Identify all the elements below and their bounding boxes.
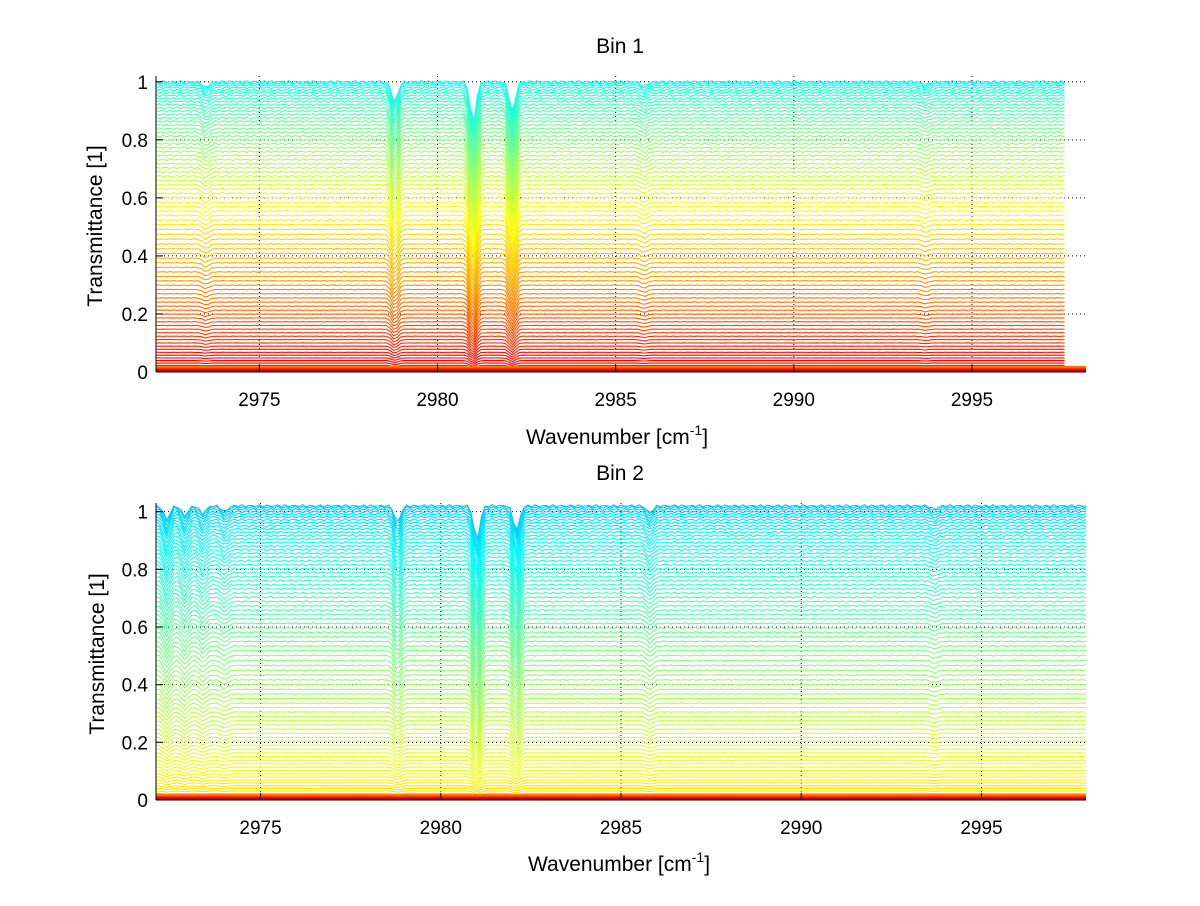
y-tick-label: 0.8 (122, 560, 148, 581)
series-line (156, 756, 1086, 767)
series-line (156, 760, 1086, 770)
series-line (156, 289, 1065, 312)
y-tick-label: 0.6 (122, 189, 148, 210)
x-tick-label: 2985 (595, 390, 637, 411)
series-line (156, 694, 1086, 718)
series-line (156, 698, 1086, 721)
subplot-bin-1: Bin 1 Transmittance [1] Wavenumber [cm-1… (84, 35, 1086, 449)
series-line (156, 703, 1086, 725)
y-tick-label: 0 (137, 363, 148, 384)
x-tick-label: 2995 (951, 390, 993, 411)
y-axis-title: Transmittance [1] (84, 145, 107, 306)
x-tick-label: 2995 (960, 818, 1002, 839)
series-line (156, 346, 1065, 354)
x-tick-label: 2985 (600, 818, 642, 839)
series-line (156, 298, 1065, 320)
series-group (156, 81, 1086, 372)
series-line (156, 336, 1065, 347)
x-tick-label: 2975 (239, 818, 281, 839)
y-tick-label: 0.4 (122, 676, 149, 697)
y-tick-label: 1 (137, 503, 148, 524)
series-line (156, 92, 1065, 134)
series-line (156, 343, 1065, 352)
y-tick-label: 1 (137, 73, 148, 94)
series-line (156, 87, 1065, 127)
y-axis-title: Transmittance [1] (86, 573, 109, 734)
x-axis-title: Wavenumber [cm-1] (528, 849, 710, 876)
series-line (156, 340, 1065, 350)
y-tick-label: 0 (137, 791, 148, 812)
x-tick-label: 2975 (238, 390, 280, 411)
series-line (156, 248, 1065, 279)
series-line (156, 100, 1065, 140)
y-tick-label: 0.2 (122, 733, 148, 754)
series-line (156, 293, 1065, 315)
y-tick-label: 0.2 (122, 305, 148, 326)
x-tick-label: 2990 (780, 818, 822, 839)
series-line (156, 147, 1065, 187)
y-tick-label: 0.6 (122, 618, 148, 639)
x-tick-label: 2980 (420, 818, 462, 839)
x-tick-label: 2980 (416, 390, 458, 411)
x-tick-label: 2990 (773, 390, 815, 411)
series-line (156, 131, 1065, 173)
y-tick-label: 0.8 (122, 131, 148, 152)
subplot-bin-2: Bin 2 Transmittance [1] Wavenumber [cm-1… (86, 462, 1086, 876)
y-tick-label: 0.4 (122, 247, 149, 268)
x-axis-title: Wavenumber [cm-1] (526, 422, 708, 449)
plot-title: Bin 2 (596, 462, 644, 485)
series-line (156, 689, 1086, 713)
series-line (156, 285, 1065, 309)
plot-title: Bin 1 (596, 35, 644, 58)
